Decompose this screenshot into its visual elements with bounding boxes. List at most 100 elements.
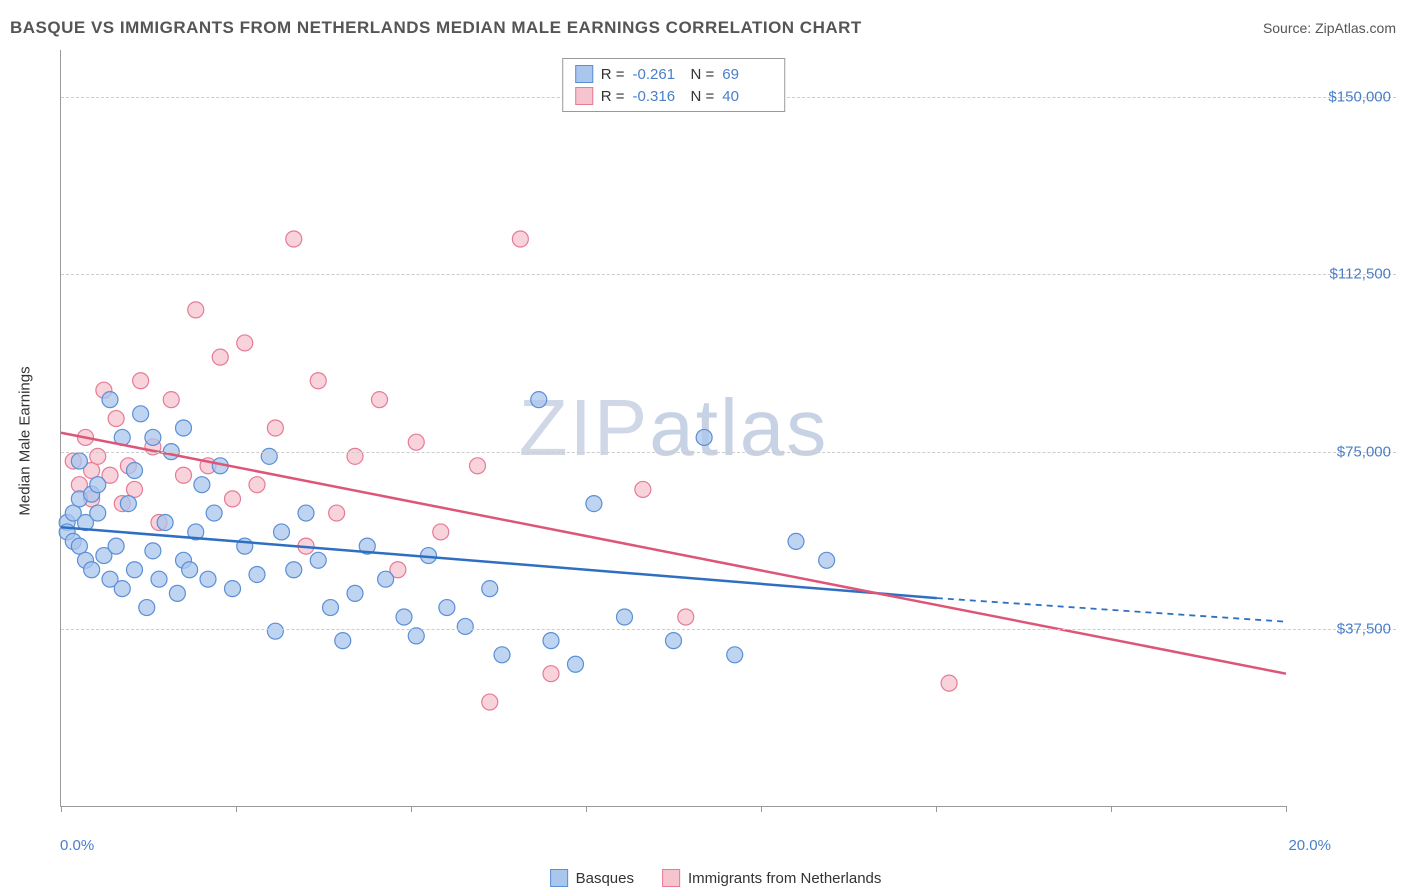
data-point bbox=[194, 477, 210, 493]
plot-region: ZIPatlas R = -0.261 N = 69 R = -0.316 N … bbox=[60, 50, 1286, 807]
grid-line bbox=[61, 629, 1396, 630]
correlation-stats-box: R = -0.261 N = 69 R = -0.316 N = 40 bbox=[562, 58, 786, 112]
data-point bbox=[298, 505, 314, 521]
data-point bbox=[494, 647, 510, 663]
data-point bbox=[543, 666, 559, 682]
data-point bbox=[157, 515, 173, 531]
data-point bbox=[169, 585, 185, 601]
data-point bbox=[108, 411, 124, 427]
data-point bbox=[108, 538, 124, 554]
data-point bbox=[90, 477, 106, 493]
chart-header: BASQUE VS IMMIGRANTS FROM NETHERLANDS ME… bbox=[10, 18, 1396, 38]
data-point bbox=[133, 406, 149, 422]
data-point bbox=[267, 623, 283, 639]
legend-item-netherlands: Immigrants from Netherlands bbox=[662, 869, 881, 887]
data-point bbox=[396, 609, 412, 625]
data-point bbox=[408, 628, 424, 644]
data-point bbox=[286, 231, 302, 247]
data-point bbox=[819, 552, 835, 568]
data-point bbox=[114, 581, 130, 597]
data-point bbox=[408, 434, 424, 450]
data-point bbox=[274, 524, 290, 540]
data-point bbox=[470, 458, 486, 474]
data-point bbox=[145, 429, 161, 445]
data-point bbox=[310, 552, 326, 568]
data-point bbox=[90, 505, 106, 521]
y-tick-label: $75,000 bbox=[1337, 443, 1391, 460]
x-tick bbox=[61, 806, 62, 812]
r-value-netherlands: -0.316 bbox=[633, 88, 683, 105]
n-value-netherlands: 40 bbox=[722, 88, 772, 105]
data-point bbox=[568, 656, 584, 672]
data-point bbox=[237, 335, 253, 351]
data-point bbox=[188, 302, 204, 318]
data-point bbox=[329, 505, 345, 521]
data-point bbox=[439, 600, 455, 616]
x-tick bbox=[761, 806, 762, 812]
legend-label-basques: Basques bbox=[576, 870, 634, 887]
data-point bbox=[163, 392, 179, 408]
stats-row-netherlands: R = -0.316 N = 40 bbox=[575, 85, 773, 107]
chart-title: BASQUE VS IMMIGRANTS FROM NETHERLANDS ME… bbox=[10, 18, 862, 38]
x-tick bbox=[1111, 806, 1112, 812]
x-tick bbox=[1286, 806, 1287, 812]
n-value-basques: 69 bbox=[722, 66, 772, 83]
data-point bbox=[347, 585, 363, 601]
legend-item-basques: Basques bbox=[550, 869, 634, 887]
data-point bbox=[941, 675, 957, 691]
n-label: N = bbox=[691, 88, 715, 105]
source-attribution: Source: ZipAtlas.com bbox=[1263, 20, 1396, 36]
data-point bbox=[378, 571, 394, 587]
y-axis-label: Median Male Earnings bbox=[17, 366, 34, 515]
data-point bbox=[212, 349, 228, 365]
data-point bbox=[457, 618, 473, 634]
data-point bbox=[372, 392, 388, 408]
data-point bbox=[151, 571, 167, 587]
data-point bbox=[788, 533, 804, 549]
data-point bbox=[127, 463, 143, 479]
data-point bbox=[433, 524, 449, 540]
data-point bbox=[176, 420, 192, 436]
data-point bbox=[696, 429, 712, 445]
x-axis-max-label: 20.0% bbox=[1288, 837, 1331, 854]
x-tick bbox=[936, 806, 937, 812]
data-point bbox=[666, 633, 682, 649]
trend-line-basques-dash bbox=[937, 598, 1286, 622]
n-label: N = bbox=[691, 66, 715, 83]
data-point bbox=[182, 562, 198, 578]
data-point bbox=[176, 467, 192, 483]
data-point bbox=[120, 496, 136, 512]
data-point bbox=[678, 609, 694, 625]
y-tick-label: $112,500 bbox=[1330, 266, 1391, 283]
plot-svg bbox=[61, 50, 1286, 806]
data-point bbox=[249, 477, 265, 493]
data-point bbox=[225, 491, 241, 507]
stats-row-basques: R = -0.261 N = 69 bbox=[575, 63, 773, 85]
r-label: R = bbox=[601, 88, 625, 105]
x-tick bbox=[411, 806, 412, 812]
swatch-basques bbox=[575, 65, 593, 83]
grid-line bbox=[61, 452, 1396, 453]
data-point bbox=[482, 581, 498, 597]
data-point bbox=[127, 562, 143, 578]
y-tick-label: $150,000 bbox=[1328, 89, 1391, 106]
swatch-netherlands bbox=[575, 87, 593, 105]
legend: Basques Immigrants from Netherlands bbox=[550, 869, 882, 887]
data-point bbox=[139, 600, 155, 616]
data-point bbox=[249, 566, 265, 582]
data-point bbox=[482, 694, 498, 710]
y-tick-label: $37,500 bbox=[1337, 620, 1391, 637]
data-point bbox=[543, 633, 559, 649]
data-point bbox=[531, 392, 547, 408]
data-point bbox=[200, 571, 216, 587]
data-point bbox=[310, 373, 326, 389]
grid-line bbox=[61, 274, 1396, 275]
legend-swatch-netherlands bbox=[662, 869, 680, 887]
data-point bbox=[586, 496, 602, 512]
data-point bbox=[635, 481, 651, 497]
data-point bbox=[145, 543, 161, 559]
data-point bbox=[84, 562, 100, 578]
legend-swatch-basques bbox=[550, 869, 568, 887]
data-point bbox=[225, 581, 241, 597]
data-point bbox=[323, 600, 339, 616]
